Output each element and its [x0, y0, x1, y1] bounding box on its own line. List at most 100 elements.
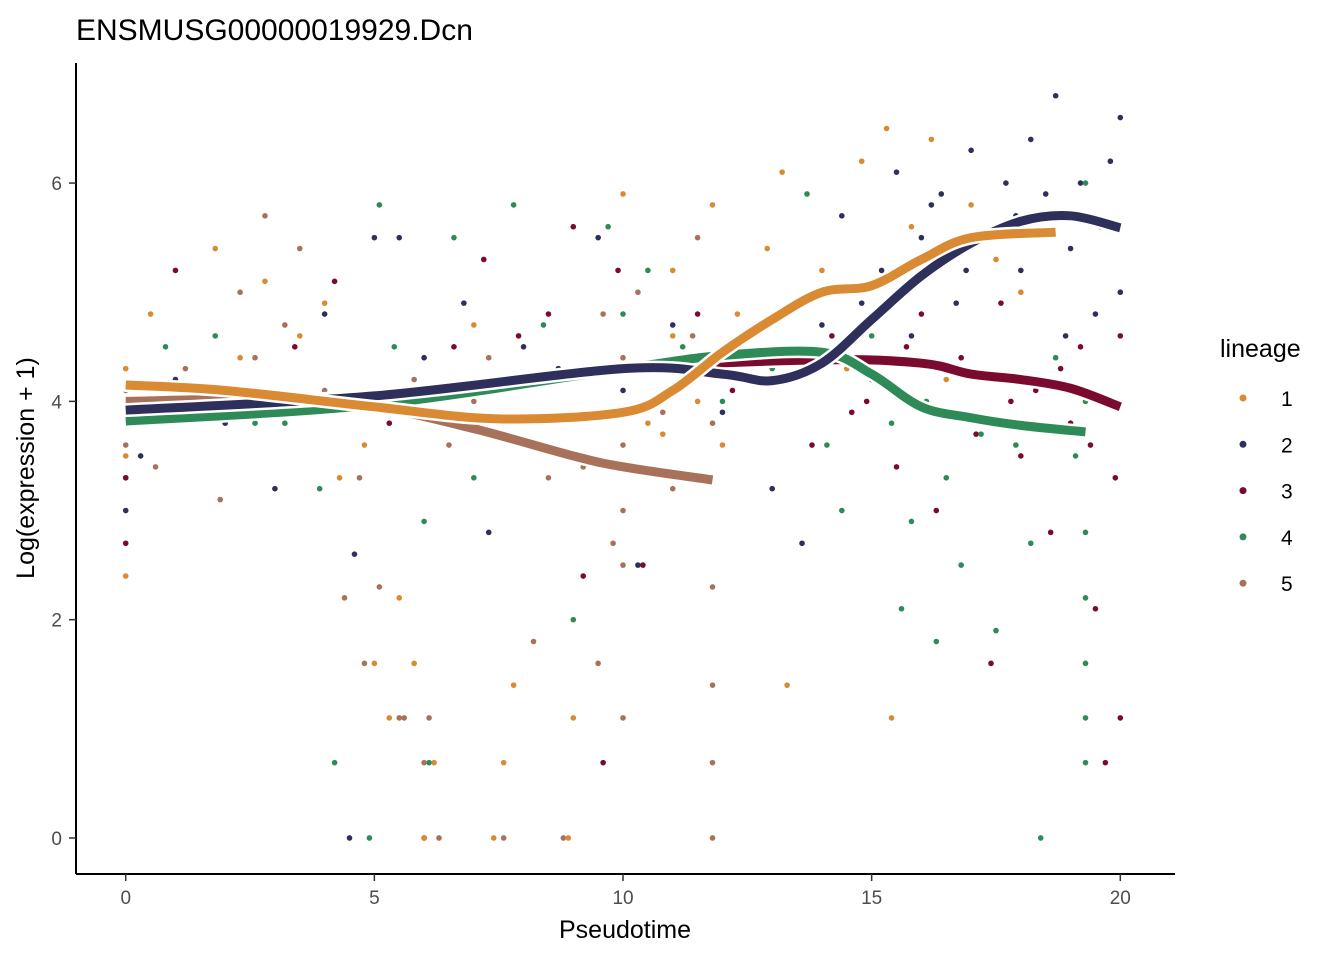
point-lineage-5	[341, 595, 348, 601]
point-lineage-1	[620, 191, 626, 197]
point-lineage-5	[401, 715, 408, 721]
point-lineage-2	[1092, 311, 1099, 317]
point-lineage-3	[640, 562, 646, 568]
point-lineage-1	[471, 322, 477, 328]
point-lineage-3	[918, 311, 925, 317]
point-lineage-1	[396, 595, 403, 601]
point-lineage-3	[515, 333, 522, 339]
point-lineage-4	[1052, 354, 1059, 361]
point-lineage-4	[1013, 442, 1019, 448]
point-lineage-4	[679, 343, 686, 350]
point-lineage-3	[809, 442, 815, 448]
point-lineage-3	[998, 300, 1004, 306]
point-lineage-1	[490, 835, 497, 841]
point-lineage-5	[282, 322, 288, 328]
point-lineage-2	[719, 409, 726, 416]
point-lineage-5	[530, 638, 537, 645]
point-lineage-3	[292, 343, 298, 350]
point-lineage-2	[485, 529, 492, 536]
point-lineage-4	[471, 474, 477, 481]
point-lineage-4	[1082, 715, 1089, 721]
legend-key-3	[1239, 487, 1247, 495]
point-lineage-2	[1027, 136, 1034, 143]
point-lineage-2	[858, 300, 865, 306]
point-lineage-2	[819, 322, 825, 328]
point-lineage-4	[839, 507, 845, 514]
point-lineage-4	[908, 518, 915, 525]
point-lineage-2	[421, 354, 427, 361]
point-lineage-4	[1072, 453, 1079, 459]
point-lineage-3	[545, 311, 552, 317]
point-lineage-3	[1112, 474, 1119, 481]
point-lineage-4	[898, 605, 905, 612]
point-lineage-1	[421, 835, 427, 841]
point-lineage-1	[659, 431, 666, 437]
point-lineage-1	[321, 300, 328, 306]
y-tick-label: 6	[51, 174, 62, 195]
point-lineage-5	[471, 398, 477, 405]
point-lineage-1	[993, 256, 999, 263]
point-lineage-3	[829, 333, 835, 339]
point-lineage-2	[620, 387, 626, 394]
point-lineage-1	[500, 759, 507, 766]
point-lineage-3	[1117, 333, 1124, 339]
point-lineage-1	[908, 223, 915, 230]
point-lineage-4	[252, 420, 258, 427]
legend-title: lineage	[1220, 335, 1301, 363]
legend-label-5: 5	[1281, 573, 1293, 596]
point-lineage-4	[804, 191, 810, 197]
x-tick-label: 10	[612, 888, 633, 909]
point-lineage-4	[421, 518, 427, 525]
point-lineage-2	[351, 551, 358, 557]
point-lineage-4	[933, 638, 940, 645]
point-lineage-2	[461, 300, 467, 306]
point-lineage-4	[1082, 759, 1089, 766]
point-lineage-5	[560, 835, 567, 841]
point-lineage-4	[824, 442, 830, 448]
point-lineage-5	[709, 835, 716, 841]
point-lineage-1	[645, 420, 651, 427]
point-lineage-2	[371, 234, 378, 241]
point-lineage-5	[252, 354, 258, 361]
point-lineage-2	[1077, 180, 1084, 186]
point-lineage-3	[933, 507, 940, 514]
point-lineage-5	[426, 715, 432, 721]
point-lineage-1	[510, 682, 517, 688]
point-lineage-3	[122, 474, 129, 481]
legend-label-1: 1	[1281, 388, 1293, 411]
point-lineage-3	[1077, 343, 1084, 350]
legend-key-1	[1239, 394, 1247, 402]
point-lineage-5	[595, 660, 601, 667]
point-lineage-5	[620, 562, 626, 568]
point-lineage-5	[436, 835, 442, 841]
point-lineage-1	[411, 660, 417, 667]
point-lineage-5	[217, 496, 224, 503]
y-tick-label: 0	[51, 829, 62, 850]
point-lineage-3	[1102, 759, 1109, 766]
point-lineage-2	[520, 343, 527, 350]
point-lineage-2	[1117, 289, 1124, 296]
curve-lineage-2	[125, 211, 1122, 415]
point-lineage-5	[689, 333, 696, 339]
point-lineage-3	[988, 660, 994, 667]
point-lineage-4	[993, 627, 999, 634]
point-lineage-5	[545, 474, 552, 481]
y-axis-ticks: 0 2 4 6	[51, 174, 76, 850]
point-lineage-2	[1107, 158, 1114, 165]
point-lineage-1	[764, 245, 771, 252]
point-lineage-1	[734, 311, 741, 317]
point-lineage-2	[963, 267, 969, 274]
point-lineage-2	[346, 835, 353, 841]
point-lineage-5	[485, 354, 492, 361]
point-lineage-1	[570, 715, 577, 721]
legend-key-5	[1239, 579, 1247, 587]
point-lineage-1	[858, 158, 865, 165]
point-lineage-4	[1027, 540, 1034, 547]
point-lineage-5	[694, 234, 701, 241]
y-tick-label: 4	[51, 392, 62, 413]
point-lineage-3	[570, 223, 577, 230]
point-lineage-4	[366, 835, 373, 841]
point-lineage-2	[918, 234, 925, 241]
point-lineage-1	[719, 442, 726, 448]
